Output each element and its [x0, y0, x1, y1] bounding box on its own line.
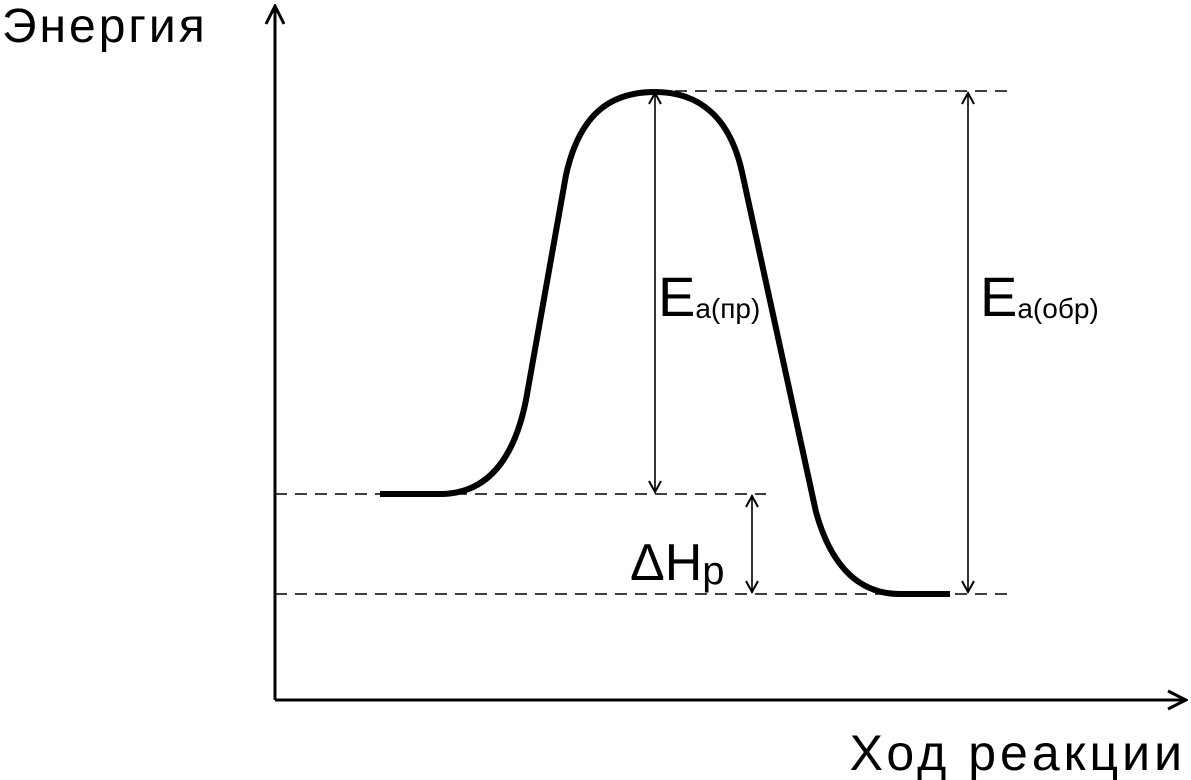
x-axis-label: Ход реакции — [850, 725, 1186, 780]
label-main: ΔH — [630, 534, 702, 592]
label-main: E — [980, 265, 1017, 328]
reverse-activation-label: Eа(обр) — [980, 265, 1099, 328]
label-main: E — [658, 265, 695, 328]
y-axis-label: Энергия — [2, 0, 208, 53]
enthalpy-label: ΔHр — [630, 534, 725, 593]
label-sub: а(пр) — [695, 293, 760, 324]
forward-activation-label: Eа(пр) — [658, 265, 760, 328]
label-sub: р — [702, 549, 724, 593]
energy-curve — [380, 89, 950, 597]
level-lines — [275, 90, 1012, 595]
label-sub: а(обр) — [1017, 293, 1098, 324]
